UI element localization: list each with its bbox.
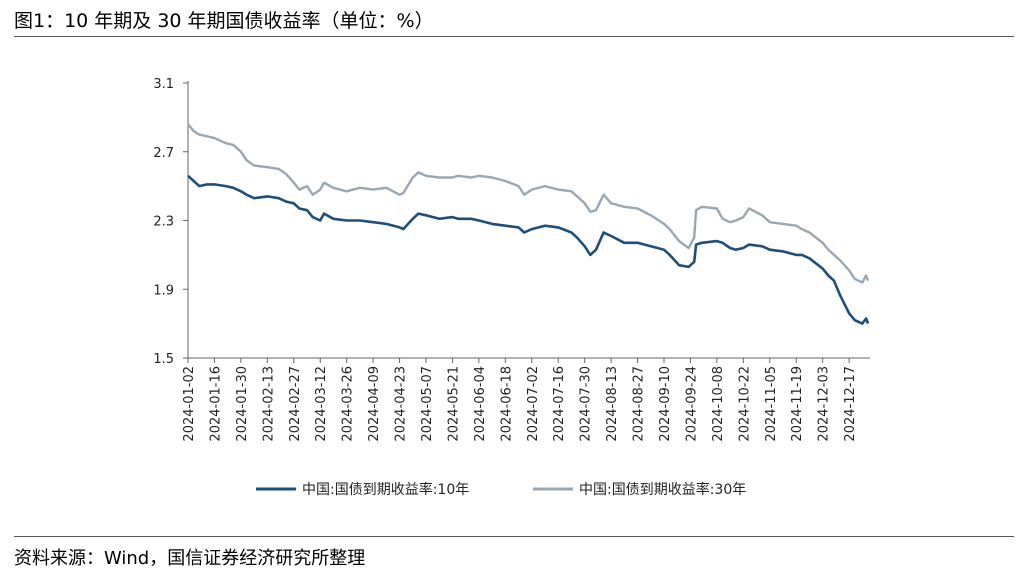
x-tick-label: 2024-09-24 xyxy=(684,366,699,442)
legend: 中国:国债到期收益率:10年 中国:国债到期收益率:30年 xyxy=(256,481,746,498)
x-tick-label: 2024-10-08 xyxy=(711,366,726,442)
series-line-10y xyxy=(188,176,868,324)
x-tick-label: 2024-01-16 xyxy=(208,366,223,442)
x-tick-label: 2024-05-21 xyxy=(446,366,461,442)
y-tick-label: 2.3 xyxy=(153,215,174,230)
x-tick-label: 2024-04-23 xyxy=(394,366,409,442)
y-axis: 3.1 2.7 2.3 1.9 1.5 xyxy=(153,77,188,367)
x-tick-label: 2024-01-02 xyxy=(182,366,197,442)
x-tick-label: 2024-08-13 xyxy=(605,366,620,442)
x-tick-label: 2024-12-03 xyxy=(817,366,832,442)
x-axis: 2024-01-02 2024-01-16 2024-01-30 2024-02-13… xyxy=(182,358,870,442)
x-tick-label: 2024-05-07 xyxy=(420,366,435,442)
x-tick-label: 2024-11-05 xyxy=(764,366,779,442)
x-tick-label: 2024-07-02 xyxy=(526,366,541,442)
y-tick-label: 3.1 xyxy=(153,77,174,92)
bottom-divider xyxy=(14,536,1014,537)
x-tick-label: 2024-02-13 xyxy=(261,366,276,442)
y-tick-label: 1.9 xyxy=(153,283,174,298)
x-tick-label: 2024-06-04 xyxy=(473,366,488,442)
legend-item-30y-label: 中国:国债到期收益率:30年 xyxy=(579,481,746,498)
series-layer xyxy=(188,124,868,323)
x-tick-label: 2024-03-12 xyxy=(314,366,329,442)
x-tick-label: 2024-08-27 xyxy=(632,366,647,442)
x-tick-label: 2024-12-17 xyxy=(843,366,858,442)
x-tick-label: 2024-06-18 xyxy=(499,366,514,442)
x-tick-label: 2024-02-27 xyxy=(288,366,303,442)
source-note: 资料来源：Wind，国信证券经济研究所整理 xyxy=(14,544,365,570)
x-tick-label: 2024-07-16 xyxy=(552,366,567,442)
x-tick-label: 2024-01-30 xyxy=(235,366,250,442)
x-tick-label: 2024-07-30 xyxy=(579,366,594,442)
x-tick-label: 2024-03-26 xyxy=(341,366,356,442)
x-tick-label: 2024-10-22 xyxy=(737,366,752,442)
x-tick-label: 2024-11-19 xyxy=(790,366,805,442)
legend-item-10y-label: 中国:国债到期收益率:10年 xyxy=(302,481,469,498)
x-tick-label: 2024-04-09 xyxy=(367,366,382,442)
y-tick-label: 2.7 xyxy=(153,146,174,161)
y-tick-label: 1.5 xyxy=(153,352,174,367)
x-tick-label: 2024-09-10 xyxy=(658,366,673,442)
